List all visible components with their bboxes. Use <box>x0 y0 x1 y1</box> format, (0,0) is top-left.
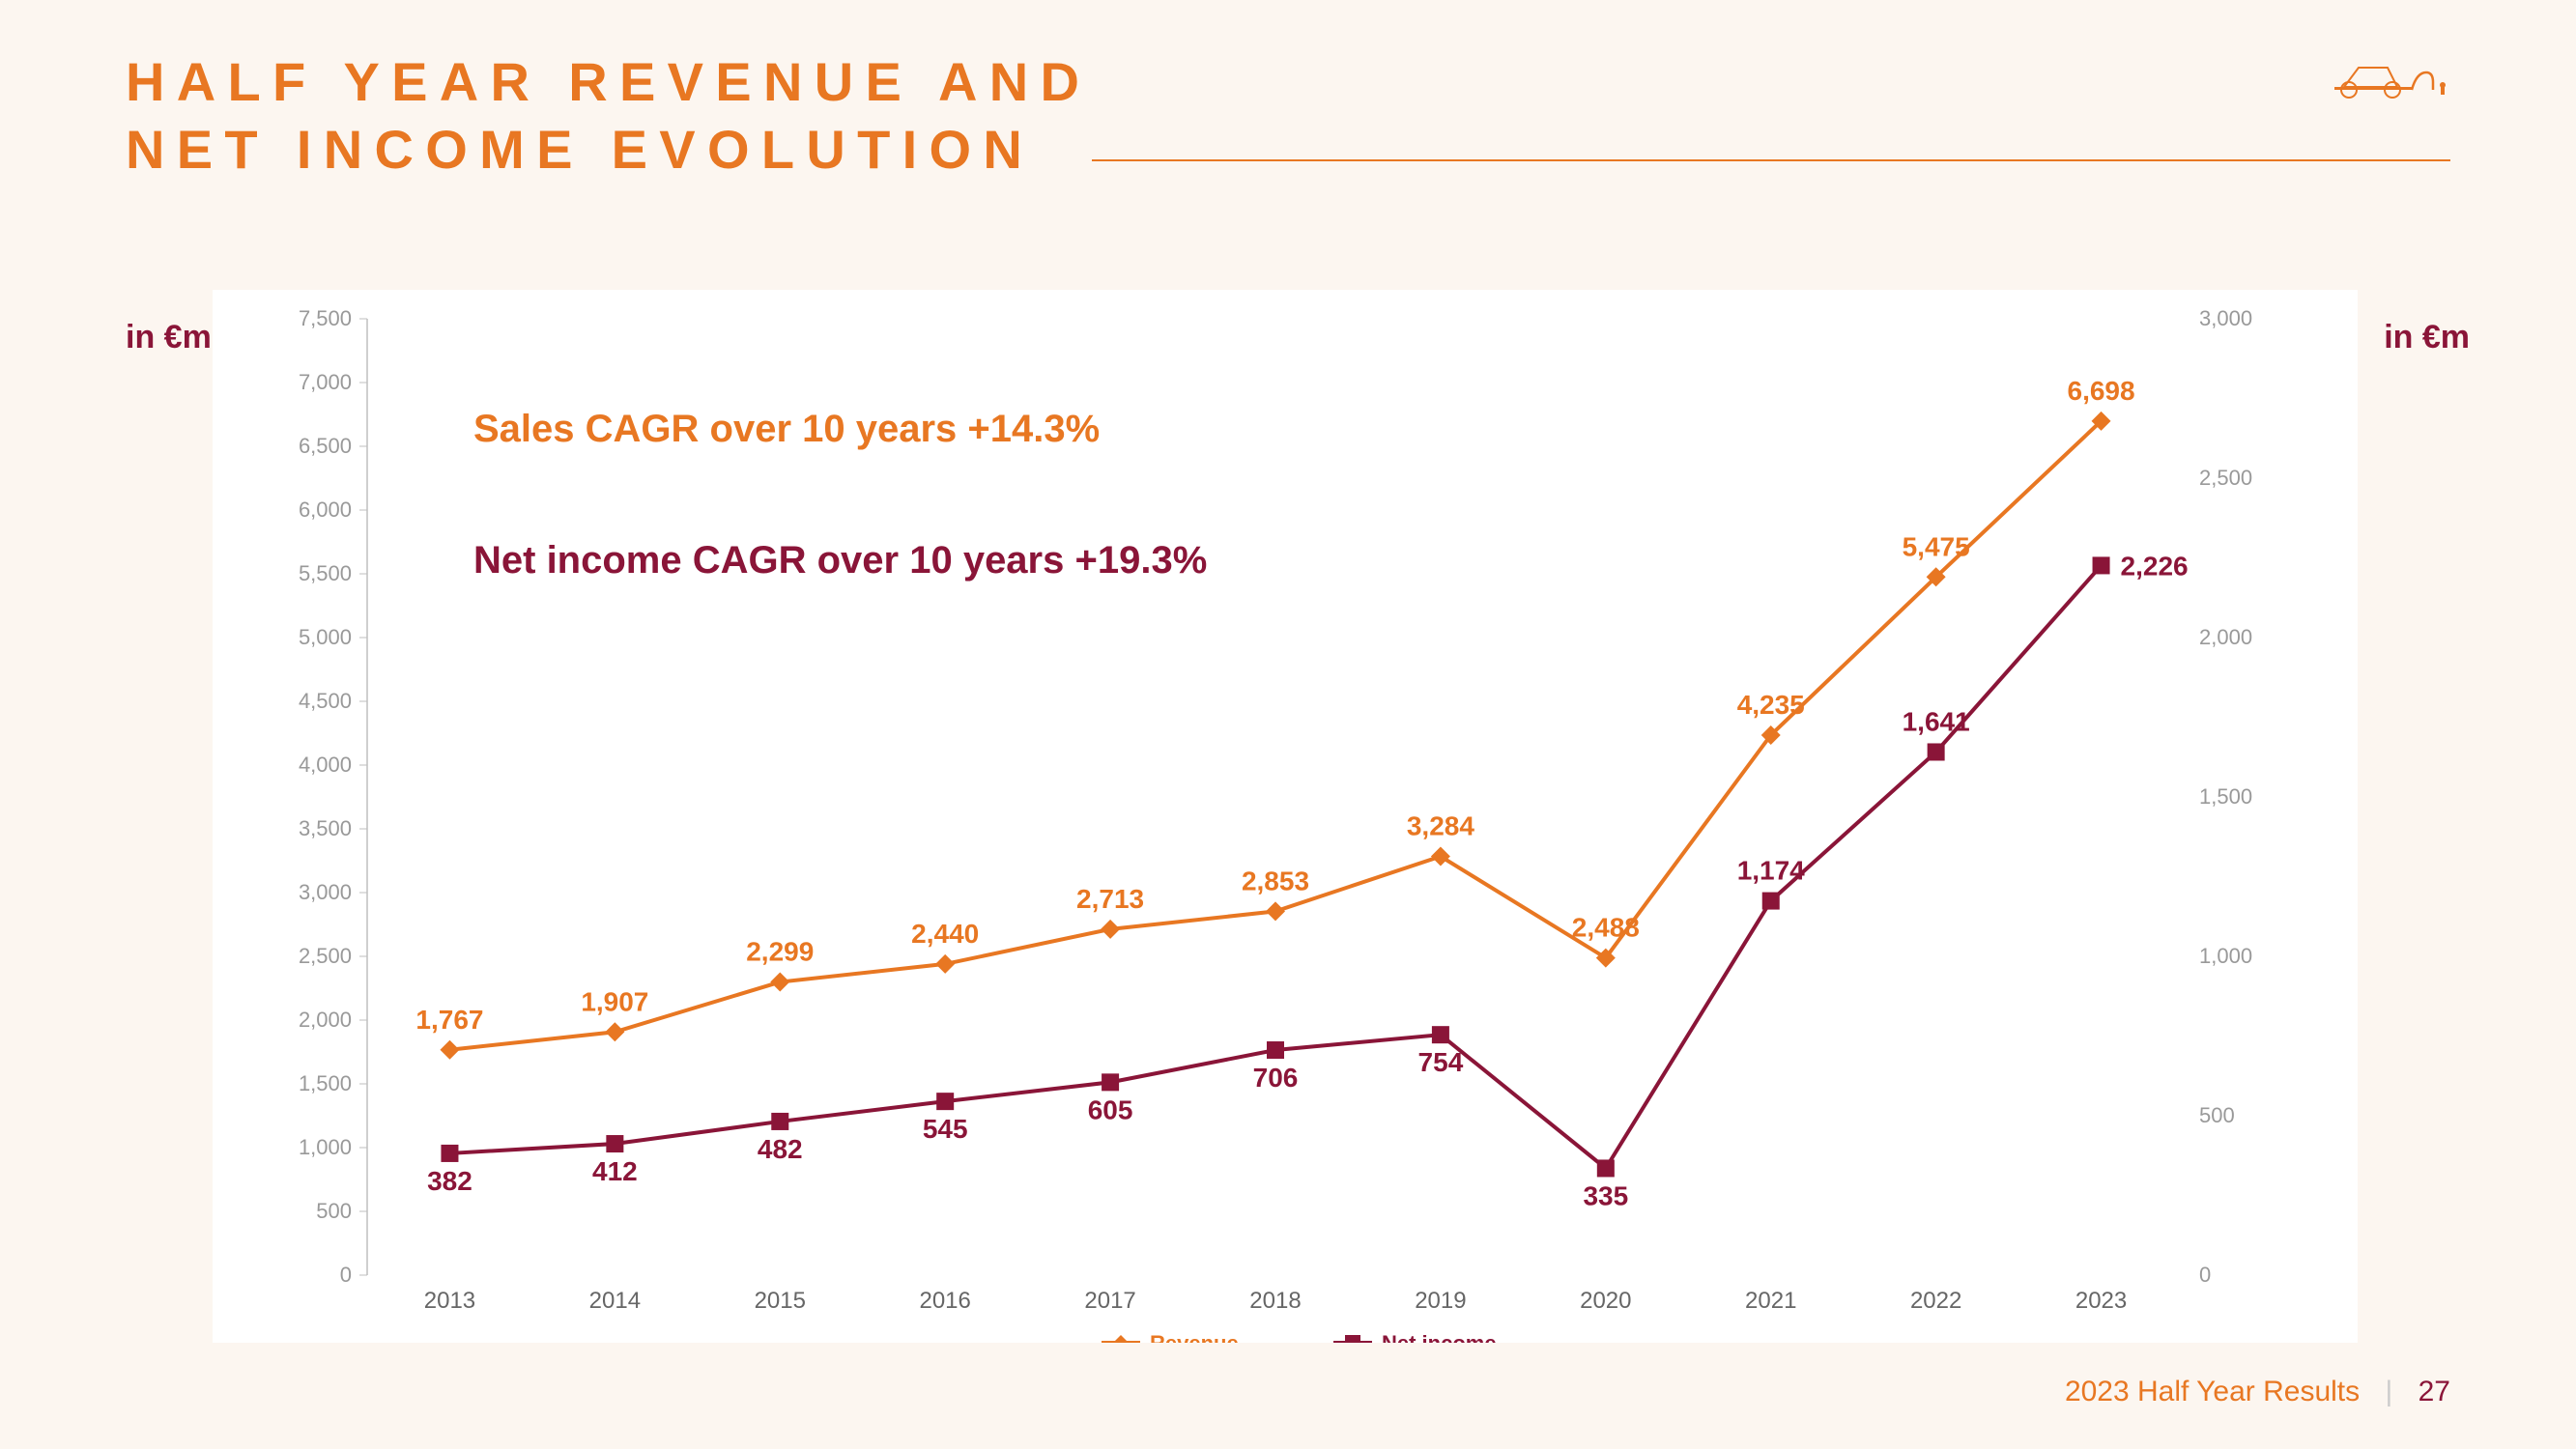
svg-text:7,000: 7,000 <box>299 370 352 394</box>
svg-text:2,488: 2,488 <box>1572 913 1640 943</box>
svg-text:335: 335 <box>1583 1180 1628 1210</box>
footer-text: 2023 Half Year Results <box>2065 1376 2360 1407</box>
svg-text:1,500: 1,500 <box>2199 784 2252 809</box>
svg-text:1,500: 1,500 <box>299 1071 352 1095</box>
svg-text:4,500: 4,500 <box>299 689 352 713</box>
slide-title: HALF YEAR REVENUE AND NET INCOME EVOLUTI… <box>126 48 2450 184</box>
svg-text:3,000: 3,000 <box>299 880 352 904</box>
brand-logo-icon <box>2325 48 2450 106</box>
slide-footer: 2023 Half Year Results | 27 <box>2065 1376 2450 1408</box>
svg-text:2,500: 2,500 <box>2199 466 2252 490</box>
slide-header: HALF YEAR REVENUE AND NET INCOME EVOLUTI… <box>126 48 2450 184</box>
svg-text:3,500: 3,500 <box>299 816 352 840</box>
svg-text:5,500: 5,500 <box>299 561 352 585</box>
svg-text:1,000: 1,000 <box>2199 944 2252 968</box>
svg-text:706: 706 <box>1253 1063 1299 1093</box>
svg-text:2017: 2017 <box>1084 1288 1135 1314</box>
svg-text:2018: 2018 <box>1249 1288 1301 1314</box>
footer-separator: | <box>2385 1376 2392 1407</box>
svg-text:2,440: 2,440 <box>911 919 979 949</box>
title-line-1: HALF YEAR REVENUE AND <box>126 51 1091 112</box>
svg-text:2023: 2023 <box>2075 1288 2127 1314</box>
svg-text:2,000: 2,000 <box>2199 625 2252 649</box>
svg-text:Revenue: Revenue <box>1150 1331 1239 1343</box>
svg-text:1,000: 1,000 <box>299 1135 352 1159</box>
svg-text:0: 0 <box>2199 1263 2211 1287</box>
svg-text:545: 545 <box>923 1114 968 1144</box>
svg-text:2015: 2015 <box>755 1288 806 1314</box>
title-line-2: NET INCOME EVOLUTION <box>126 119 1034 180</box>
svg-text:4,000: 4,000 <box>299 753 352 777</box>
right-axis-unit: in €m <box>2384 319 2470 356</box>
netincome-cagr-annotation: Net income CAGR over 10 years +19.3% <box>473 539 1207 582</box>
svg-text:1,907: 1,907 <box>581 986 648 1016</box>
svg-text:6,698: 6,698 <box>2068 376 2135 406</box>
svg-text:2013: 2013 <box>424 1288 475 1314</box>
left-axis-unit: in €m <box>126 319 212 356</box>
svg-text:3,284: 3,284 <box>1407 811 1474 841</box>
svg-text:500: 500 <box>316 1199 352 1223</box>
svg-text:2,853: 2,853 <box>1242 866 1309 895</box>
svg-text:6,500: 6,500 <box>299 434 352 458</box>
svg-text:5,475: 5,475 <box>1903 531 1970 561</box>
svg-text:412: 412 <box>592 1156 638 1186</box>
svg-text:4,235: 4,235 <box>1737 690 1805 720</box>
svg-text:7,500: 7,500 <box>299 306 352 330</box>
svg-text:754: 754 <box>1418 1047 1464 1077</box>
svg-text:6,000: 6,000 <box>299 497 352 522</box>
svg-text:382: 382 <box>427 1166 472 1196</box>
svg-text:2019: 2019 <box>1415 1288 1466 1314</box>
sales-cagr-annotation: Sales CAGR over 10 years +14.3% <box>473 408 1100 451</box>
svg-text:5,000: 5,000 <box>299 625 352 649</box>
svg-text:1,767: 1,767 <box>415 1005 483 1035</box>
svg-text:482: 482 <box>758 1134 803 1164</box>
svg-text:2022: 2022 <box>1910 1288 1961 1314</box>
svg-text:605: 605 <box>1088 1094 1133 1124</box>
svg-text:1,641: 1,641 <box>1903 706 1970 736</box>
svg-text:2,713: 2,713 <box>1076 884 1144 914</box>
page-number: 27 <box>2419 1376 2450 1407</box>
svg-text:500: 500 <box>2199 1103 2235 1127</box>
svg-text:1,174: 1,174 <box>1737 856 1805 886</box>
svg-text:0: 0 <box>340 1263 352 1287</box>
svg-text:2021: 2021 <box>1745 1288 1796 1314</box>
svg-text:2,500: 2,500 <box>299 944 352 968</box>
svg-text:2,299: 2,299 <box>746 937 814 967</box>
svg-text:2016: 2016 <box>919 1288 970 1314</box>
svg-text:2,226: 2,226 <box>2121 551 2189 581</box>
header-divider <box>1092 159 2450 161</box>
svg-text:2,000: 2,000 <box>299 1008 352 1032</box>
svg-text:Net income: Net income <box>1382 1331 1497 1343</box>
svg-text:2020: 2020 <box>1580 1288 1631 1314</box>
svg-text:3,000: 3,000 <box>2199 306 2252 330</box>
svg-text:2014: 2014 <box>589 1288 641 1314</box>
